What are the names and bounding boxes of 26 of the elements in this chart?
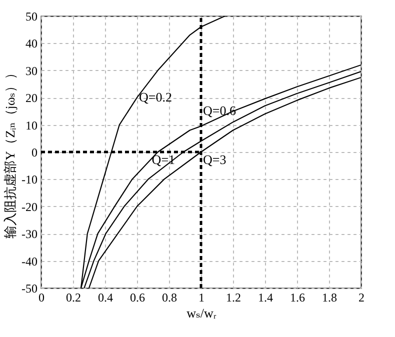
y-axis-title: 输入阻抗虚部Y（Zᵢₙ（jωₛ）） xyxy=(2,66,18,238)
x-tick-label: 2 xyxy=(358,290,364,304)
y-tick-label: 0 xyxy=(32,146,38,160)
x-axis-title: wₛ/wᵣ xyxy=(186,306,216,320)
y-tick-label: -20 xyxy=(22,200,38,214)
y-tick-label: 50 xyxy=(26,10,38,24)
y-tick-label: -30 xyxy=(22,227,38,242)
annotation: Q=0.2 xyxy=(139,90,172,105)
x-tick-label: 0.4 xyxy=(98,290,113,304)
y-tick-label: -50 xyxy=(22,282,38,296)
y-tick-label: 20 xyxy=(26,91,38,106)
annotation: Q=0.6 xyxy=(203,103,236,118)
y-tick-label: 40 xyxy=(26,36,38,51)
y-tick-label: -40 xyxy=(22,254,38,268)
x-tick-label: 1 xyxy=(198,290,204,304)
x-tick-label: 1.6 xyxy=(290,290,305,304)
annotation: Q=3 xyxy=(203,152,226,168)
x-tick-label: 1.8 xyxy=(322,290,337,304)
y-tick-label: -10 xyxy=(22,172,38,187)
x-tick-label: 0.6 xyxy=(130,290,145,304)
x-tick-label: 0.2 xyxy=(66,290,81,304)
y-tick-label: 30 xyxy=(26,64,38,78)
y-tick-label: 10 xyxy=(26,118,38,132)
x-tick-label: 1.2 xyxy=(226,290,241,304)
x-tick-label: 1.4 xyxy=(258,290,273,304)
x-tick-label: 0.8 xyxy=(162,290,177,304)
